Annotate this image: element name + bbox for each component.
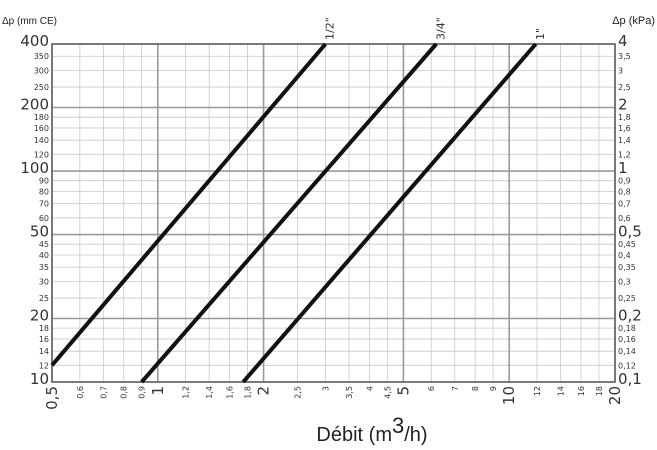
- y2-tick-label: 0,5: [618, 223, 642, 241]
- x-tick-label: 2: [255, 386, 273, 396]
- y-tick-labels-left: 1012141618202530354045506070809010012014…: [20, 32, 49, 388]
- x-axis-title-prefix: Débit (m: [316, 424, 392, 446]
- y-tick-label: 180: [34, 113, 49, 122]
- series-line: [241, 42, 538, 384]
- x-tick-label: 3,5: [345, 386, 354, 399]
- y2-tick-label: 0,3: [618, 277, 631, 286]
- y-tick-label: 18: [39, 324, 49, 333]
- y-tick-label: 14: [39, 347, 49, 356]
- grid-major: [51, 43, 616, 383]
- x-tick-label: 0,6: [76, 386, 85, 399]
- x-tick-label: 14: [557, 386, 566, 396]
- series-label: 1": [534, 28, 547, 40]
- x-axis-title-suffix: /h): [404, 424, 427, 446]
- x-tick-label: 8: [471, 386, 480, 391]
- y2-tick-label: 0,9: [618, 177, 631, 186]
- y-tick-label: 45: [39, 240, 49, 249]
- x-tick-label: 2,5: [294, 386, 303, 399]
- y-tick-label: 40: [39, 251, 49, 260]
- x-tick-label: 12: [533, 386, 542, 396]
- y-tick-label: 35: [39, 263, 49, 272]
- x-tick-label: 1,8: [243, 386, 252, 399]
- x-axis-title: Débit (m3/h): [316, 413, 427, 446]
- y-tick-label: 60: [39, 214, 49, 223]
- y-tick-label: 16: [39, 335, 49, 344]
- y2-tick-label: 2,5: [618, 83, 631, 92]
- y2-tick-label: 1,4: [618, 136, 631, 145]
- y2-tick-label: 0,4: [618, 251, 631, 260]
- y2-tick-label: 1,6: [618, 124, 631, 133]
- y2-tick-label: 3: [618, 66, 623, 75]
- y2-tick-label: 0,2: [618, 306, 642, 324]
- y2-tick-label: 0,6: [618, 214, 631, 223]
- x-tick-label: 6: [427, 386, 436, 391]
- x-tick-label: 1,4: [205, 386, 214, 399]
- x-tick-label: 0,8: [120, 386, 129, 399]
- y2-tick-label: 0,25: [618, 294, 636, 303]
- series-layer: 1/2" 3/4" 1": [50, 17, 547, 384]
- x-tick-label: 5: [394, 386, 412, 396]
- y-tick-label: 50: [30, 223, 49, 241]
- y-tick-label: 140: [34, 136, 49, 145]
- x-tick-label: 20: [606, 386, 624, 405]
- grid-minor: [52, 44, 615, 382]
- y-tick-label: 300: [34, 66, 49, 75]
- x-tick-label: 4: [365, 386, 374, 391]
- y-tick-label: 30: [39, 277, 49, 286]
- y2-tick-label: 0,1: [618, 370, 642, 388]
- x-tick-label: 1,6: [226, 386, 235, 399]
- y-tick-label: 350: [34, 52, 49, 61]
- y-tick-label: 250: [34, 83, 49, 92]
- plot-frame: [51, 43, 616, 383]
- y-tick-label: 70: [39, 200, 49, 209]
- x-tick-label: 18: [595, 386, 604, 396]
- y-tick-label: 20: [30, 306, 49, 324]
- series-line: [140, 42, 438, 384]
- x-tick-label: 16: [577, 386, 586, 396]
- y-tick-label: 100: [20, 159, 49, 177]
- y2-tick-label: 1,2: [618, 150, 631, 159]
- y2-tick-label: 0,7: [618, 200, 631, 209]
- y2-tick-label: 0,8: [618, 187, 631, 196]
- y2-tick-label: 1,8: [618, 113, 631, 122]
- y2-tick-label: 3,5: [618, 52, 631, 61]
- y2-tick-label: 2: [618, 96, 628, 114]
- x-tick-label: 1: [149, 386, 167, 396]
- x-tick-label: 0,7: [99, 386, 108, 399]
- x-tick-label: 7: [451, 386, 460, 391]
- y-tick-label: 10: [30, 370, 49, 388]
- y-tick-label: 12: [39, 361, 49, 370]
- series-label: 1/2": [323, 17, 336, 40]
- y2-tick-label: 0,16: [618, 335, 636, 344]
- y-tick-label: 160: [34, 124, 49, 133]
- y2-tick-label: 4: [618, 32, 628, 50]
- y-tick-label: 80: [39, 187, 49, 196]
- y-axis-title-right: Δp (kPa): [612, 15, 655, 27]
- y2-tick-label: 0,12: [618, 361, 636, 370]
- series-label: 3/4": [434, 17, 447, 40]
- y-tick-label: 200: [20, 96, 49, 114]
- y-tick-label: 25: [39, 294, 49, 303]
- x-tick-label: 0,5: [43, 386, 61, 410]
- y-axis-title-left: Δp (mm CE): [2, 16, 57, 27]
- x-tick-label: 0,9: [138, 386, 147, 399]
- y-tick-label: 120: [34, 150, 49, 159]
- x-tick-label: 4,5: [383, 386, 392, 399]
- x-tick-label: 10: [500, 386, 518, 405]
- y2-tick-label: 0,18: [618, 324, 636, 333]
- y2-tick-label: 0,35: [618, 263, 636, 272]
- y2-tick-label: 1: [618, 159, 628, 177]
- y-tick-labels-right: 0,10,12 0,14 0,16 0,180,2 0,25 0,3 0,35 0,4 0,45…: [618, 32, 642, 388]
- y2-tick-label: 0,45: [618, 240, 636, 249]
- x-axis-title-superscript: 3: [392, 413, 404, 438]
- x-tick-label: 9: [489, 386, 498, 391]
- x-tick-labels: 0,5 0,6 0,7 0,8 0,9 1 1,2 1,4 1,6 1,8 2 2,5 3 3,5 4 4,5…: [43, 386, 624, 410]
- y2-tick-label: 0,14: [618, 347, 636, 356]
- y-tick-label: 400: [20, 32, 49, 50]
- y-tick-label: 90: [39, 177, 49, 186]
- x-tick-label: 3: [321, 386, 330, 391]
- series-line: [50, 42, 327, 367]
- x-tick-label: 1,2: [182, 386, 191, 399]
